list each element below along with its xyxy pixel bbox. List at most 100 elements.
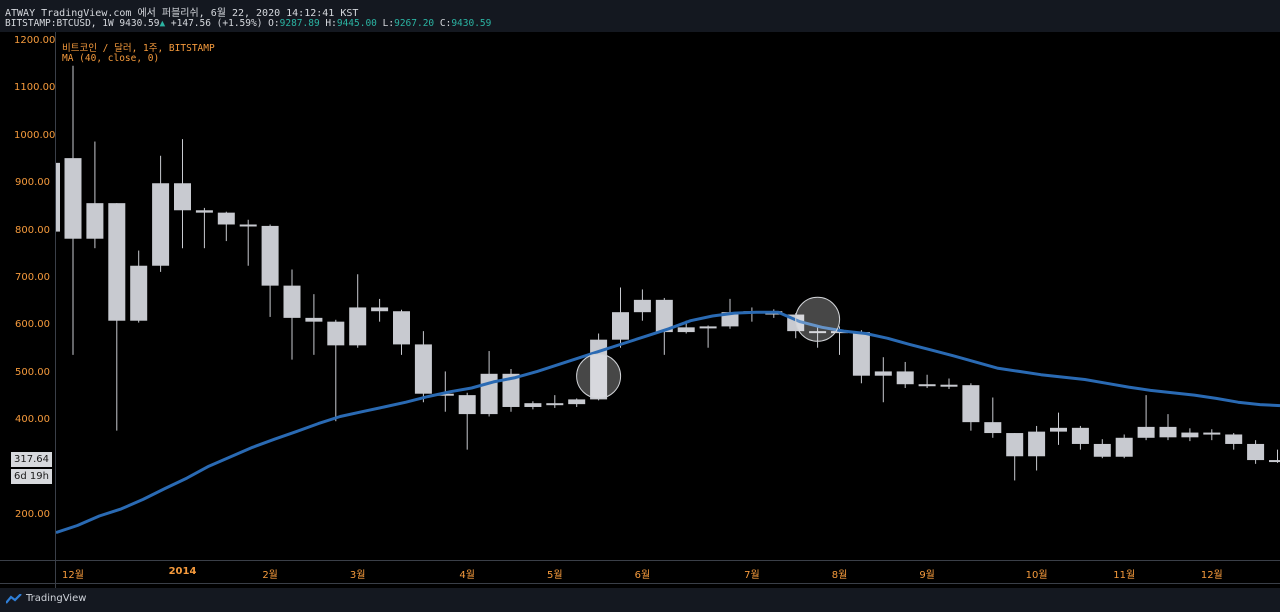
x-tick-label: 9월 [919, 570, 935, 581]
candle-body [874, 371, 892, 376]
candle [633, 289, 651, 321]
tradingview-logo-icon[interactable] [6, 594, 22, 604]
y-tick-label: 1200.00 [14, 35, 56, 46]
candle-body [1203, 432, 1221, 435]
candle-body [152, 183, 170, 266]
candle [327, 319, 345, 422]
x-tick-label: 11월 [1113, 570, 1136, 581]
candle-body [393, 311, 410, 345]
candle-body [1247, 443, 1265, 461]
candle-body [86, 203, 104, 239]
candle [1203, 429, 1221, 441]
candle [896, 361, 914, 389]
close-value: 9430.59 [451, 18, 492, 29]
candle [261, 224, 279, 317]
indicator-legend[interactable]: MA (40, close, 0) [62, 53, 160, 64]
candle [612, 287, 629, 348]
candle-body [195, 210, 213, 213]
candle [130, 250, 148, 323]
x-tick-label: 4월 [459, 570, 475, 581]
candle-body [349, 307, 367, 346]
candle-body [962, 385, 980, 423]
candle-body [1093, 443, 1111, 457]
open-value: 9287.89 [279, 18, 320, 29]
tradingview-brand[interactable]: TradingView [26, 593, 87, 604]
x-tick-label: 12월 [1200, 570, 1223, 581]
candle [1071, 425, 1089, 450]
candle [1028, 425, 1046, 471]
candle-body [655, 299, 673, 333]
candle-countdown-badge: 6d 19h [11, 469, 52, 484]
current-price-badge: 317.64 [11, 452, 52, 467]
x-tick-label: 8월 [831, 570, 848, 581]
candle [414, 331, 432, 403]
candle [1181, 428, 1199, 442]
candle [743, 307, 761, 322]
candle [1093, 439, 1111, 459]
candle-body [524, 403, 542, 407]
time-axis-separator [0, 560, 1280, 561]
y-tick-label: 600.00 [15, 319, 50, 331]
candle-partial [56, 162, 60, 232]
price-change: +147.56 (+1.59%) [170, 18, 263, 29]
candle-body [239, 224, 257, 227]
candle [809, 326, 827, 348]
candle [64, 65, 82, 355]
candle-body [371, 307, 389, 312]
candle-body [1137, 426, 1155, 438]
candle [852, 330, 870, 384]
header-bar: ATWAY TradingView.com 에서 퍼블리쉬, 6월 22, 20… [0, 0, 1280, 32]
candle-body [1050, 427, 1067, 432]
candle [217, 211, 235, 242]
x-tick-label: 3월 [349, 570, 366, 581]
publish-info: ATWAY TradingView.com 에서 퍼블리쉬, 6월 22, 20… [5, 8, 359, 19]
candle [1247, 440, 1265, 464]
x-tick-label: 10월 [1025, 570, 1048, 581]
candle [86, 141, 104, 249]
candle [393, 309, 410, 355]
x-tick-label: 2월 [262, 570, 278, 581]
price-axis-separator [55, 32, 56, 588]
candle [655, 297, 673, 355]
x-tick-label: 7월 [744, 570, 760, 581]
candle [239, 219, 257, 266]
candle-body [1269, 460, 1280, 463]
y-tick-label: 400.00 [15, 414, 50, 426]
candle [918, 374, 936, 389]
candle-body [1181, 432, 1199, 438]
high-label: H: [325, 18, 337, 29]
high-value: 9445.00 [336, 18, 377, 29]
candle-body [327, 321, 345, 346]
candle-body [809, 331, 827, 334]
candle [1137, 395, 1155, 441]
x-tick-label: 12월 [62, 570, 84, 581]
low-value: 9267.20 [394, 18, 435, 29]
symbol-label: BITSTAMP:BTCUSD, 1W [5, 18, 114, 29]
candle [371, 298, 389, 322]
candle [1225, 433, 1243, 450]
candle [1006, 433, 1024, 481]
candle-body [1071, 427, 1089, 444]
y-tick-label: 1100.00 [14, 82, 56, 94]
y-tick-label: 1000.00 [14, 129, 56, 141]
candle [152, 155, 170, 272]
candle [524, 401, 542, 410]
candle-body [283, 285, 301, 318]
candle-body [831, 331, 848, 334]
candle [699, 325, 717, 348]
candle-body [130, 265, 148, 321]
candle-body [108, 203, 126, 321]
candle-body [568, 399, 586, 405]
candle-body [217, 212, 235, 225]
y-tick-label: 800.00 [15, 224, 50, 236]
y-tick-label: 900.00 [15, 177, 50, 189]
chart-bottom-border [0, 583, 1280, 584]
candle-body [699, 326, 717, 329]
series-legend[interactable]: 비트코인 / 달러, 1주, BITSTAMP [62, 43, 215, 54]
candlestick-plot[interactable] [56, 33, 1280, 560]
candle-body [1115, 437, 1133, 457]
x-tick-label: 2014 [168, 566, 197, 577]
y-tick-label: 500.00 [15, 366, 50, 378]
candle-body [546, 403, 564, 406]
candle [305, 294, 323, 355]
